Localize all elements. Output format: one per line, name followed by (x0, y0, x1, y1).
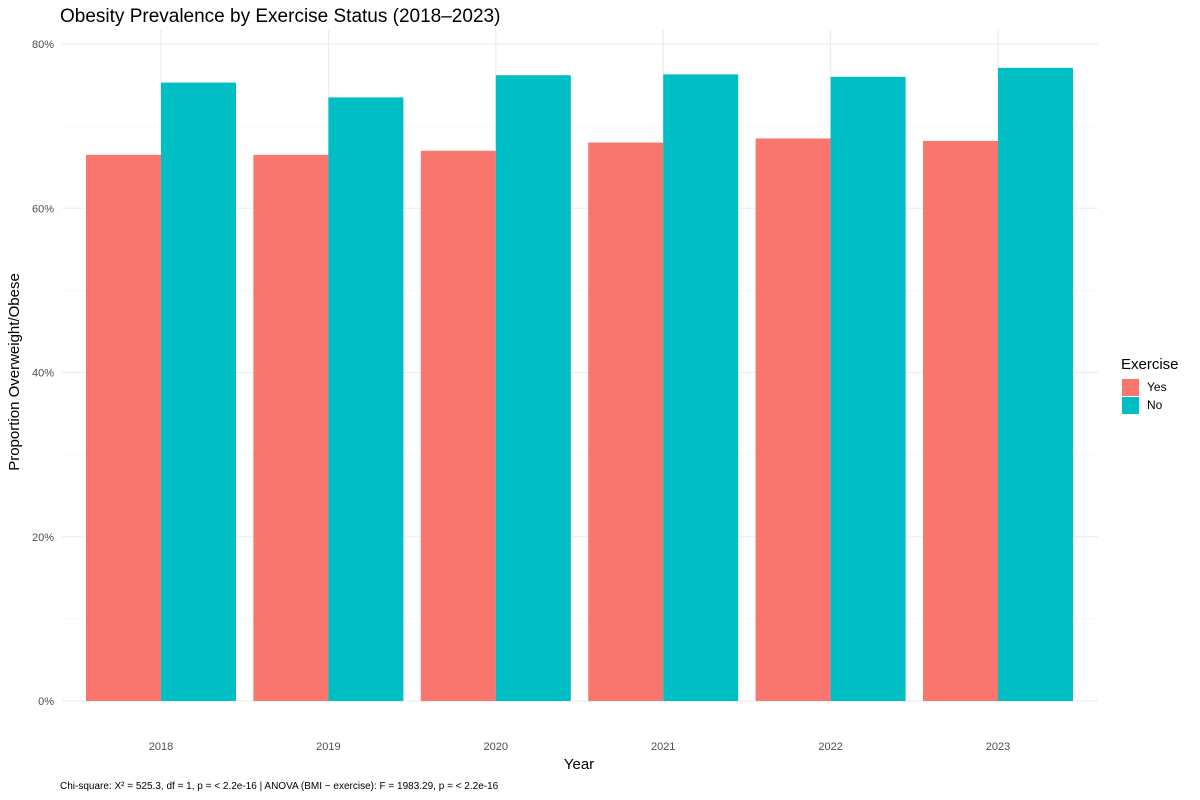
y-axis-ticks: 0% 20% 40% 60% 80% (32, 39, 54, 708)
x-tick-label: 2019 (316, 741, 340, 753)
x-axis-title: Year (564, 756, 594, 773)
y-tick-label: 0% (38, 696, 54, 708)
x-tick-label: 2021 (651, 741, 675, 753)
bar-no-2023 (998, 67, 1073, 701)
bar-yes-2018 (86, 154, 161, 701)
y-tick-label: 80% (32, 39, 54, 51)
y-tick-label: 60% (32, 203, 54, 215)
bar-no-2021 (663, 74, 739, 702)
bar-no-2020 (495, 75, 571, 701)
bar-yes-2023 (923, 140, 998, 702)
bar-yes-2020 (420, 150, 496, 701)
y-tick-label: 40% (32, 368, 54, 380)
x-tick-label: 2018 (149, 741, 173, 753)
legend-key-no (1122, 397, 1139, 414)
x-tick-label: 2020 (484, 741, 508, 753)
bar-yes-2021 (588, 142, 664, 702)
x-axis-ticks: 2018 2019 2020 2021 2022 2023 (149, 741, 1010, 753)
legend-label-no: No (1147, 398, 1163, 412)
caption: Chi-square: X² = 525.3, df = 1, p = < 2.… (60, 781, 499, 792)
x-tick-label: 2022 (818, 741, 842, 753)
y-axis-title: Proportion Overweight/Obese (6, 273, 23, 471)
bar-yes-2022 (755, 138, 831, 702)
bar-no-2019 (328, 97, 404, 702)
bar-no-2018 (161, 82, 236, 701)
y-tick-label: 20% (32, 532, 54, 544)
legend-label-yes: Yes (1147, 380, 1167, 394)
x-tick-label: 2023 (986, 741, 1010, 753)
bars (86, 67, 1073, 702)
bar-yes-2019 (253, 154, 329, 701)
bar-no-2022 (830, 76, 906, 702)
legend-key-yes (1122, 379, 1139, 396)
legend: Exercise Yes No (1121, 356, 1179, 414)
legend-title: Exercise (1121, 356, 1179, 373)
chart-title: Obesity Prevalence by Exercise Status (2… (60, 6, 500, 27)
